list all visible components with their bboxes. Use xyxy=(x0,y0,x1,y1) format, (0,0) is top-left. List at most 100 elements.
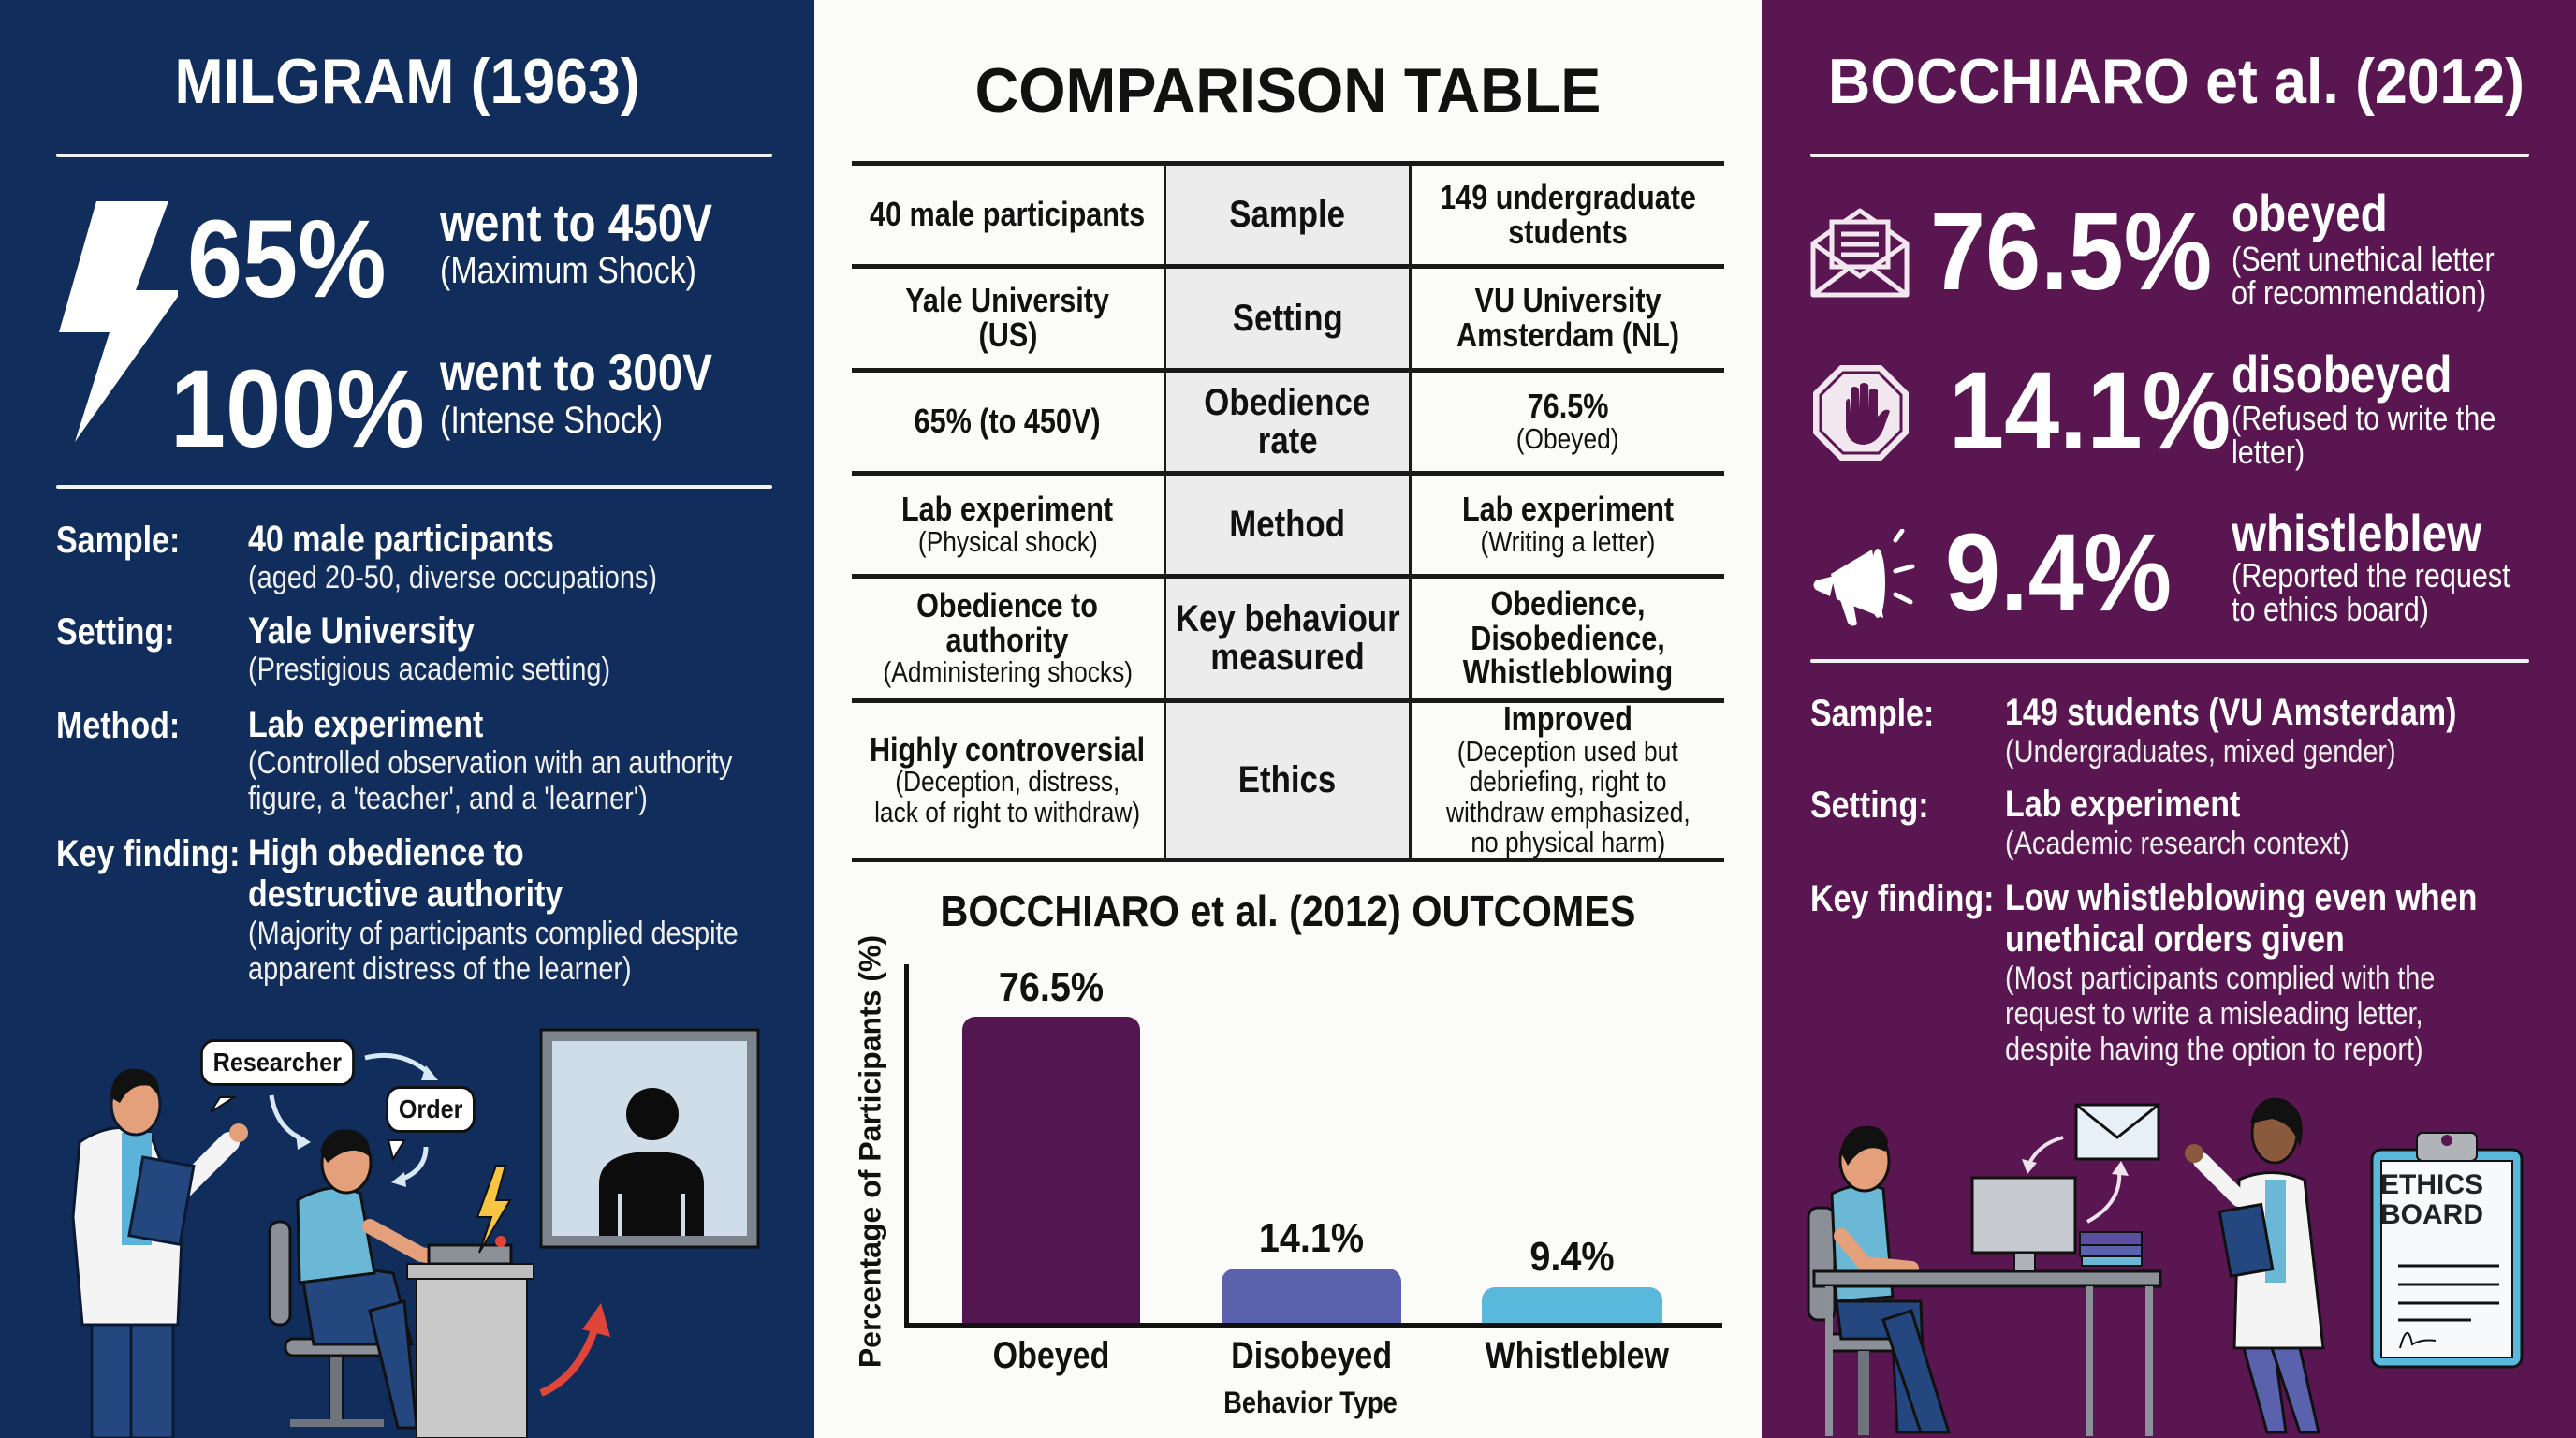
table-cell-bocchiaro: Obedience, Disobedience, Whistleblowing xyxy=(1462,583,1674,692)
table-row: 65% (to 450V) Obedience rate 76.5% (Obeyed… xyxy=(852,368,1724,471)
table-cell-category: Ethics xyxy=(1164,703,1412,858)
detail-value-method: Lab experiment xyxy=(248,704,484,745)
stat-note: (Intense Shock) xyxy=(440,400,664,441)
table-cell-milgram: 40 male participants xyxy=(870,195,1146,234)
chart-x-axis-label: Behavior Type xyxy=(1223,1386,1398,1419)
table-row: Lab experiment (Physical shock) Method La… xyxy=(852,471,1724,574)
detail-label-sample: Sample: xyxy=(1810,693,1935,734)
learner-window-icon xyxy=(539,1028,760,1249)
table-cell-bocchiaro: 76.5% (Obeyed) xyxy=(1516,386,1619,455)
bar-value-label: 76.5% xyxy=(998,964,1105,1010)
detail-note: despite having the option to report) xyxy=(2005,1032,2423,1067)
detail-note: apparent distress of the learner) xyxy=(248,951,632,987)
table-cell-milgram: 65% (to 450V) xyxy=(915,402,1101,441)
detail-value-sample: 40 male participants xyxy=(248,519,554,560)
detail-note: (Majority of participants complied despi… xyxy=(248,916,739,951)
stat-note: letter) xyxy=(2232,433,2305,471)
stat-value: 9.4% xyxy=(1945,511,2173,635)
stat-headline: went to 300V xyxy=(440,343,712,402)
divider xyxy=(56,485,772,489)
table-row: Yale University (US) Setting VU Universit… xyxy=(852,264,1724,368)
detail-label-setting: Setting: xyxy=(56,611,175,653)
bar-disobeyed xyxy=(1222,1269,1401,1326)
chart-y-axis-label: Percentage of Participants (%) xyxy=(853,934,887,1369)
researcher-figure-icon xyxy=(71,1068,248,1438)
table-cell-bocchiaro: Lab experiment (Writing a letter) xyxy=(1461,489,1675,558)
detail-note: (Undergraduates, mixed gender) xyxy=(2005,734,2396,770)
detail-value-key-finding: Low whistleblowing even when xyxy=(2005,877,2478,918)
bocchiaro-experiment-illustration xyxy=(1807,1097,2524,1436)
chart-title: BOCCHIARO et al. (2012) OUTCOMES xyxy=(940,887,1636,935)
bar-value-label: 9.4% xyxy=(1530,1234,1615,1280)
stat-note: of recommendation) xyxy=(2232,273,2487,312)
chart-y-axis xyxy=(904,964,909,1328)
researcher-figure-icon xyxy=(2185,1097,2325,1434)
detail-value-setting: Yale University xyxy=(248,610,475,652)
detail-note: (Most participants complied with the xyxy=(2005,961,2436,996)
bocchiaro-title: BOCCHIARO et al. (2012) xyxy=(1828,46,2525,117)
detail-value-key-finding: destructive authority xyxy=(248,873,564,915)
table-cell-category: Key behaviour measured xyxy=(1164,579,1412,698)
stat-note: to ethics board) xyxy=(2232,590,2429,628)
stat-headline: went to 450V xyxy=(440,193,712,252)
detail-label-setting: Setting: xyxy=(1810,785,1929,826)
table-cell-bocchiaro: VU University Amsterdam (NL) xyxy=(1456,281,1680,354)
stat-note: (Maximum Shock) xyxy=(440,250,696,291)
detail-note: (Prestigious academic setting) xyxy=(248,652,611,687)
stat-value: 14.1% xyxy=(1949,349,2232,473)
table-cell-milgram: Yale University (US) xyxy=(905,281,1110,354)
detail-value-sample: 149 students (VU Amsterdam) xyxy=(2005,692,2457,733)
table-cell-category: Method xyxy=(1164,476,1412,574)
open-envelope-icon xyxy=(1810,208,1910,298)
table-cell-milgram: Highly controversial (Deception, distress… xyxy=(870,729,1146,829)
table-cell-bocchiaro: Improved (Deception used but debriefing, r… xyxy=(1445,699,1690,859)
bar-category-label: Whistleblew xyxy=(1485,1335,1669,1376)
ethics-board-line2: BOARD xyxy=(2380,1199,2483,1230)
detail-note: (Academic research context) xyxy=(2005,826,2349,861)
detail-label-key-finding: Key finding: xyxy=(1810,878,1995,919)
stat-value: 76.5% xyxy=(1930,190,2213,314)
milgram-experiment-illustration xyxy=(71,1028,760,1438)
table-cell-category: Setting xyxy=(1164,269,1412,368)
table-row: Highly controversial (Deception, distress… xyxy=(852,698,1724,858)
lightning-bolt-icon xyxy=(59,201,178,442)
red-arrow-icon xyxy=(539,1320,601,1397)
speech-bubble-researcher: Researcher xyxy=(200,1039,355,1086)
table-cell-category: Obedience rate xyxy=(1164,373,1412,471)
divider xyxy=(56,154,772,157)
table-bottom-border xyxy=(852,858,1724,862)
detail-note: (aged 20-50, diverse occupations) xyxy=(248,560,657,595)
detail-note: request to write a misleading letter, xyxy=(2005,996,2423,1032)
ethics-board-line1: ETHICS xyxy=(2379,1169,2483,1200)
shock-bolt-icon xyxy=(476,1165,512,1254)
detail-label-sample: Sample: xyxy=(56,520,181,561)
speech-bubble-order: Order xyxy=(386,1086,476,1133)
detail-label-key-finding: Key finding: xyxy=(56,833,241,874)
milgram-title: MILGRAM (1963) xyxy=(174,46,640,117)
table-cell-bocchiaro: 149 undergraduate students xyxy=(1440,177,1696,251)
detail-note: figure, a 'teacher', and a 'learner') xyxy=(248,781,648,816)
detail-value-setting: Lab experiment xyxy=(2005,784,2241,825)
detail-label-method: Method: xyxy=(56,705,181,746)
table-row: Obedience to authority (Administering shoc… xyxy=(852,574,1724,698)
stat-headline: obeyed xyxy=(2232,183,2388,242)
detail-value-key-finding: unethical orders given xyxy=(2005,918,2345,960)
bocchiaro-panel: BOCCHIARO et al. (2012) 76.5% obeyed (Se… xyxy=(1762,0,2576,1438)
megaphone-icon xyxy=(1813,529,1915,626)
bar-obeyed xyxy=(962,1017,1140,1326)
table-cell-milgram: Lab experiment (Physical shock) xyxy=(901,489,1114,558)
stat-value: 65% xyxy=(187,198,387,321)
table-row: 40 male participants Sample 149 undergra… xyxy=(852,161,1724,264)
bar-category-label: Disobeyed xyxy=(1231,1335,1393,1376)
table-cell-milgram: Obedience to authority (Administering shoc… xyxy=(883,586,1133,689)
stat-note: (Sent unethical letter xyxy=(2232,240,2495,278)
comparison-title: COMPARISON TABLE xyxy=(974,55,1602,126)
divider xyxy=(1810,659,2529,663)
ethics-board-clipboard-icon xyxy=(2370,1132,2524,1369)
detail-value-key-finding: High obedience to xyxy=(248,832,524,873)
stat-note: (Reported the request xyxy=(2232,556,2510,594)
divider xyxy=(1810,154,2529,157)
chart-x-axis xyxy=(904,1323,1722,1328)
milgram-panel: MILGRAM (1963) 65% went to 450V (Maximum… xyxy=(0,0,814,1438)
